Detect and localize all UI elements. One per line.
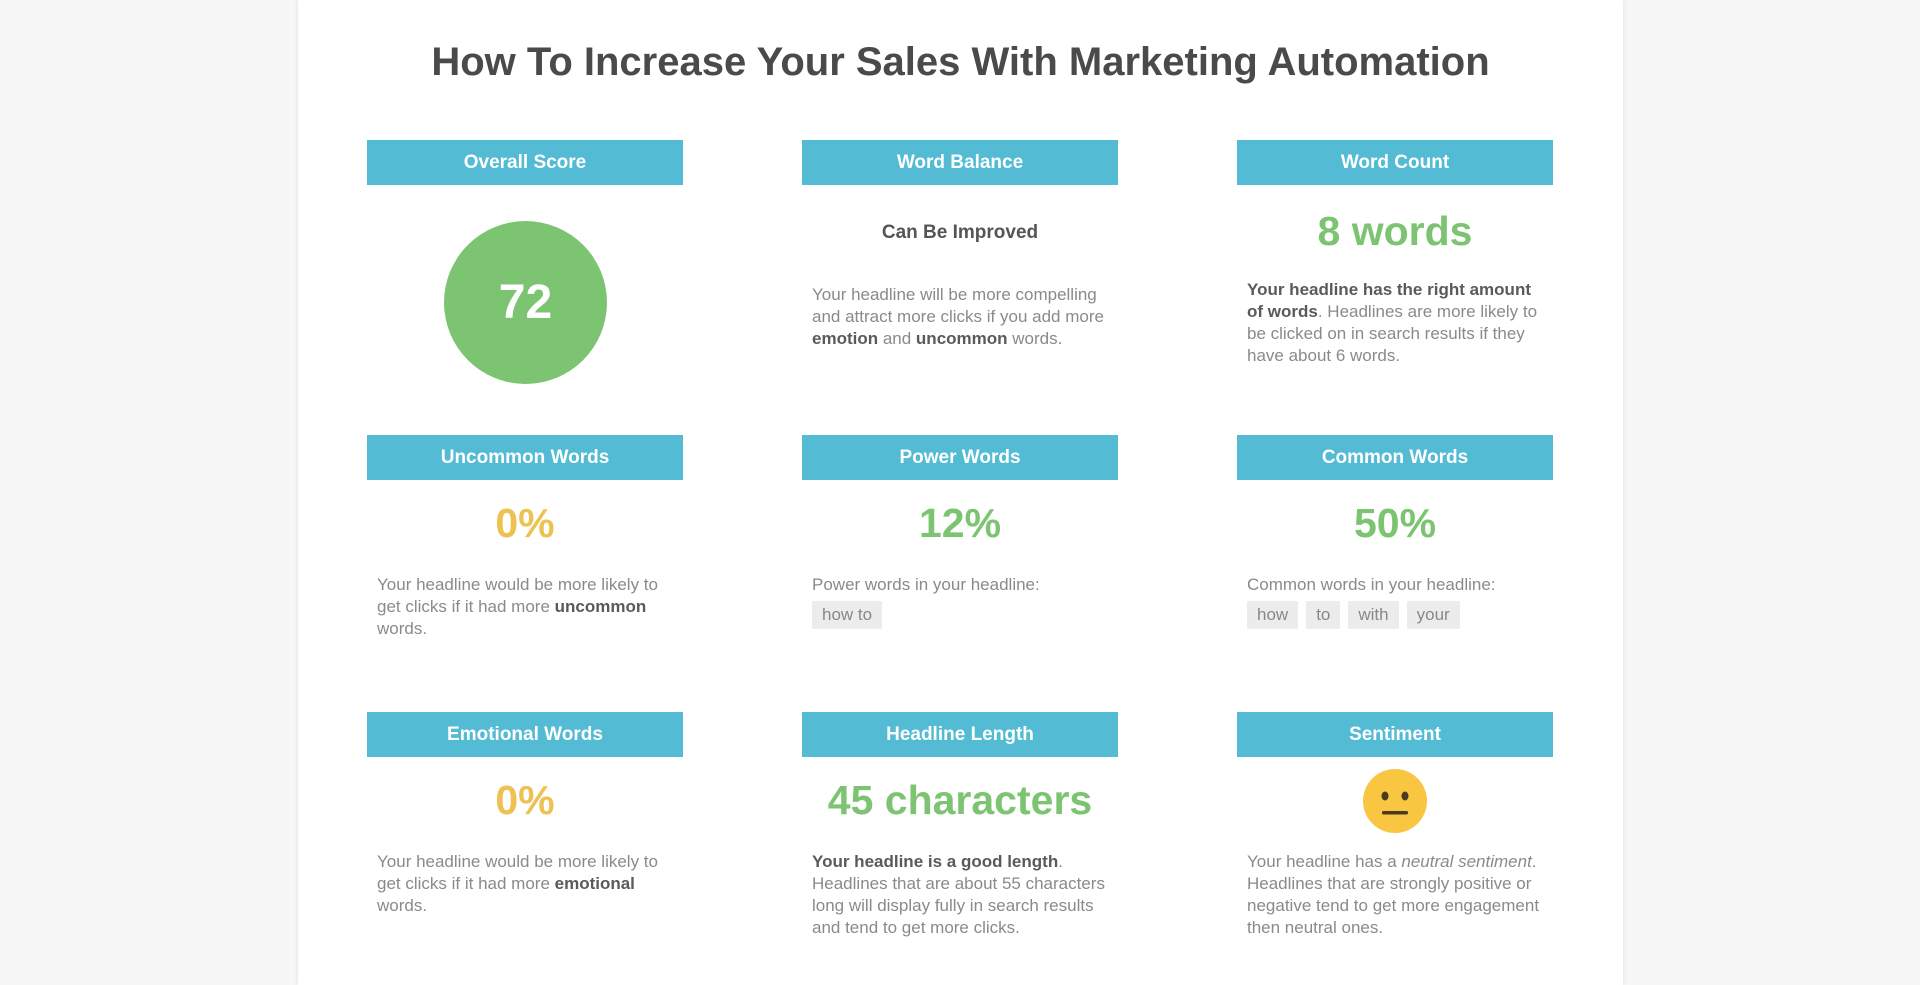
common-word-tag: how	[1247, 601, 1299, 629]
emotional-words-value: 0%	[495, 777, 555, 823]
common-word-tag: to	[1306, 601, 1341, 629]
power-words-tags: how to	[812, 601, 883, 629]
common-words-label: Common words in your headline:	[1247, 575, 1496, 594]
emotional-words-header: Emotional Words	[367, 712, 683, 757]
headline-length-header: Headline Length	[802, 712, 1118, 757]
headline-length-description: Your headline is a good length. Headline…	[812, 852, 1105, 937]
power-words-value: 12%	[918, 500, 1002, 546]
common-words-header: Common Words	[1237, 435, 1553, 480]
word-count-header: Word Count	[1237, 140, 1553, 185]
emotional-words-description: Your headline would be more likely to ge…	[377, 852, 658, 915]
page-title: How To Increase Your Sales With Marketin…	[431, 40, 1490, 84]
neutral-face-icon	[1363, 769, 1427, 833]
uncommon-words-value: 0%	[495, 500, 555, 546]
word-balance-verdict: Can Be Improved	[881, 222, 1039, 243]
common-word-tag: with	[1348, 601, 1399, 629]
word-balance-description: Your headline will be more compelling an…	[812, 285, 1104, 348]
word-count-value: 8 words	[1317, 208, 1473, 254]
word-count-description: Your headline has the right amount of wo…	[1247, 280, 1538, 365]
sentiment-header: Sentiment	[1237, 712, 1553, 757]
word-balance-header: Word Balance	[802, 140, 1118, 185]
headline-length-value: 45 characters	[827, 777, 1093, 823]
common-words-tags: how to with your	[1247, 601, 1460, 629]
common-words-value: 50%	[1353, 500, 1437, 546]
common-word-tag: your	[1406, 601, 1460, 629]
power-words-label: Power words in your headline:	[812, 575, 1040, 594]
uncommon-words-header: Uncommon Words	[367, 435, 683, 480]
overall-score-header: Overall Score	[367, 140, 683, 185]
power-words-header: Power Words	[802, 435, 1118, 480]
sentiment-description: Your headline has a neutral sentiment. H…	[1247, 852, 1540, 937]
power-word-tag: how to	[812, 601, 883, 629]
results-panel: How To Increase Your Sales With Marketin…	[298, 0, 1623, 985]
score-circle: 72	[444, 221, 607, 384]
uncommon-words-description: Your headline would be more likely to ge…	[377, 575, 658, 638]
